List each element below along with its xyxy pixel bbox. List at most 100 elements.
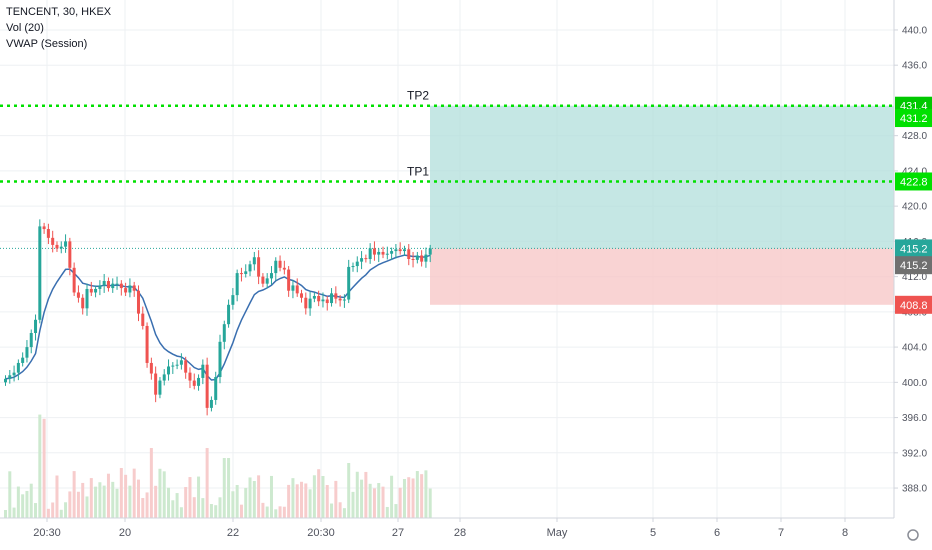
volume-bar (295, 484, 299, 518)
candle (29, 333, 33, 348)
candle (214, 377, 218, 400)
price-tick-label: 388.0 (902, 484, 927, 495)
volume-bar (227, 458, 231, 518)
candle (38, 226, 42, 320)
volume-bar (167, 487, 171, 518)
time-tick-label: 27 (392, 527, 404, 539)
candle (76, 292, 80, 298)
stop-price-tag (895, 295, 932, 314)
volume-bar (312, 475, 316, 518)
candle (355, 261, 359, 267)
volume-bar (102, 485, 106, 518)
settings-gear-icon[interactable] (907, 529, 919, 541)
volume-bar (269, 475, 273, 518)
entry-price-label: 415.2 (900, 243, 928, 255)
candle (218, 341, 222, 378)
volume-bar (106, 473, 110, 518)
volume-bar (158, 468, 162, 518)
volume-bar (34, 503, 38, 518)
candle (390, 251, 394, 254)
volume-bar (192, 497, 196, 518)
candle (312, 296, 316, 299)
volume-bar (46, 508, 50, 518)
tp2-label: TP2 (407, 89, 429, 103)
volume-bar (25, 490, 29, 518)
candle (46, 229, 50, 238)
candle (42, 226, 46, 230)
candle (394, 249, 398, 252)
candle (415, 255, 419, 260)
candle (102, 281, 106, 286)
volume-bar (72, 471, 76, 518)
price-tick-label: 420.0 (902, 202, 927, 213)
volume-bar (261, 502, 265, 518)
candle (64, 241, 68, 247)
volume-indicator-label[interactable]: Vol (20) (6, 22, 44, 34)
candle (8, 375, 12, 379)
volume-bar (244, 487, 248, 518)
price-tick-label: 396.0 (902, 413, 927, 424)
candle (132, 285, 136, 291)
candle (364, 258, 368, 260)
candle (321, 299, 325, 302)
volume-bar (4, 510, 7, 518)
last-price-label: 415.2 (900, 260, 928, 272)
profit-zone[interactable] (430, 105, 894, 249)
volume-bar (317, 469, 321, 518)
volume-bar (407, 477, 411, 518)
candle (274, 260, 278, 274)
volume-bar (59, 509, 63, 518)
stop-price-label: 408.8 (900, 300, 928, 312)
tp1-price-tag (895, 172, 932, 191)
volume-bar (291, 478, 295, 518)
volume-bar (85, 496, 89, 518)
volume-bar (149, 448, 153, 518)
volume-bar (16, 486, 20, 518)
volume-bar (372, 488, 376, 518)
candle (115, 283, 119, 285)
volume-bar (8, 471, 12, 518)
candle (385, 253, 389, 255)
volume-bar (29, 483, 33, 518)
candle (179, 360, 183, 365)
candle (265, 278, 269, 284)
price-tick-label: 404.0 (902, 343, 927, 354)
candle (372, 248, 376, 255)
volume-bar (278, 506, 282, 518)
entry-price-tag (895, 239, 932, 258)
volume-bar (154, 485, 158, 518)
volume-bar (338, 502, 342, 518)
tp2-alt-price-label: 431.2 (900, 113, 928, 125)
time-tick-label: 8 (842, 527, 848, 539)
candle (89, 288, 93, 293)
loss-zone[interactable] (430, 248, 894, 305)
volume-bar (342, 508, 346, 518)
candle (424, 254, 428, 262)
volume-bar (330, 503, 334, 518)
candle (59, 246, 63, 249)
chart-legend: TENCENT, 30, HKEX Vol (20) VWAP (Session… (6, 4, 111, 52)
candle (398, 249, 402, 252)
price-tick-label: 412.0 (902, 272, 927, 283)
vwap-indicator-label[interactable]: VWAP (Session) (6, 38, 88, 50)
volume-bar (179, 507, 183, 518)
candle (257, 257, 261, 277)
volume-bar (300, 481, 304, 518)
time-axis[interactable] (0, 518, 932, 550)
candle (188, 372, 192, 381)
candle (209, 399, 213, 408)
candle (154, 373, 158, 395)
time-tick-label: May (547, 527, 568, 539)
candle (235, 273, 239, 296)
candle (141, 313, 145, 326)
volume-bar (21, 494, 25, 518)
volume-bar (98, 482, 102, 518)
volume-bar (402, 479, 406, 518)
volume-bar (111, 481, 115, 518)
tp2-alt-price-tag (895, 109, 932, 128)
volume-bar (162, 471, 166, 518)
symbol-title[interactable]: TENCENT, 30, HKEX (6, 6, 112, 18)
volume-bar (42, 418, 46, 518)
candle (278, 260, 282, 268)
